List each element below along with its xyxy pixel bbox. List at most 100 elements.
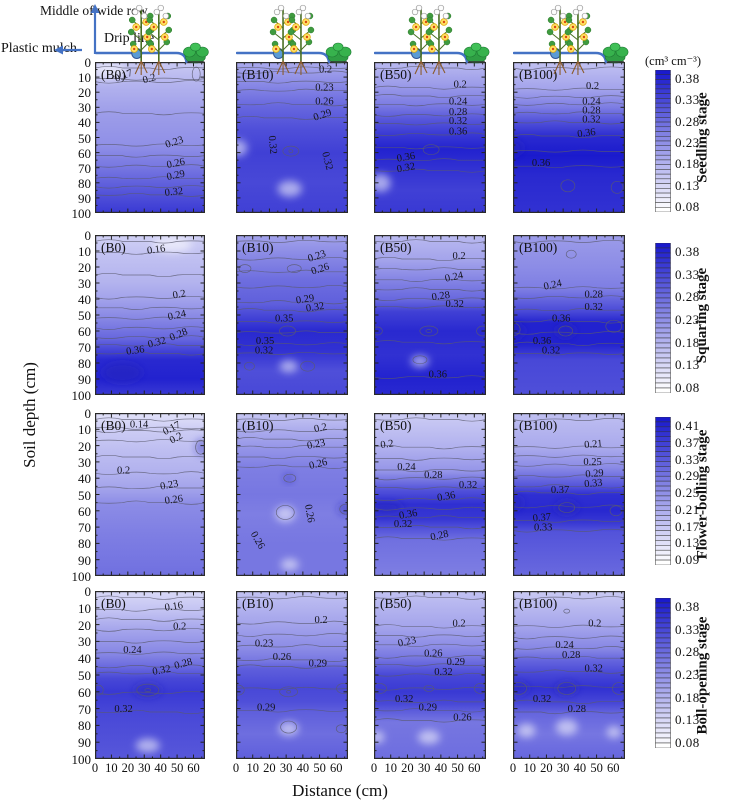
x-tick-label: 30 <box>279 761 293 775</box>
contour-label: 0.29 <box>166 169 186 184</box>
treatment-tag: (B10) <box>242 240 274 255</box>
treatment-tag: (B0) <box>101 240 126 255</box>
contour-label: 0.28 <box>431 290 451 303</box>
y-tick-label: 100 <box>71 206 92 221</box>
colorbar-tick-label: 0.28 <box>675 113 700 129</box>
y-tick-label: 30 <box>78 100 91 116</box>
contour-label: 0.26 <box>164 493 184 506</box>
contour-label: 0.24 <box>167 308 188 323</box>
colorbar-squaring <box>655 243 671 393</box>
colorbar-tick-label: 0.08 <box>675 380 700 395</box>
contour-label: 0.2 <box>454 80 467 91</box>
contour-label: 0.2 <box>319 65 332 76</box>
contour-label: 0.2 <box>586 81 599 92</box>
stage-label-seedling: Seedling stage <box>686 62 720 213</box>
contour-label: 0.35 <box>275 313 293 324</box>
y-tick-label: 100 <box>71 569 92 584</box>
y-tick-label: 0 <box>84 228 92 243</box>
colorbar-boll-opening <box>655 598 671 748</box>
colorbar-tick-label: 0.18 <box>675 689 700 705</box>
drip-emitter-icon <box>411 48 423 59</box>
x-tick-label: 40 <box>434 761 448 775</box>
x-tick-label: 10 <box>523 761 536 775</box>
contour-label: 0.32 <box>584 302 602 313</box>
colorbar-tick-label: 0.08 <box>675 735 700 750</box>
colorbar-tick-label: 0.08 <box>675 199 700 214</box>
y-tick-label: 10 <box>78 600 91 616</box>
contour-label: 0.32 <box>459 480 477 491</box>
contour-label: 0.28 <box>584 289 602 300</box>
x-tick-label: 30 <box>556 761 570 775</box>
contour-label: 0.32 <box>582 114 600 125</box>
contour-label: 0.26 <box>315 96 333 107</box>
x-tick-label: 60 <box>187 761 200 775</box>
colorbar-tick-label: 0.28 <box>675 644 700 660</box>
contour-plot-seedling-b0: 0.17 0.20.230.260.290.32(B0) <box>95 62 205 213</box>
x-tick-label: 0 <box>232 761 240 775</box>
contour-label: 0.28 <box>568 704 586 715</box>
colorbar-tick-label: 0.23 <box>675 135 700 150</box>
y-tick-label: 20 <box>78 438 91 454</box>
contour-label: 0.2 <box>453 618 466 629</box>
x-tick-label: 0 <box>370 761 378 775</box>
contour-plot-squaring-b50: 0.2 0.24 0.280.32 0.36 (B50) <box>374 235 486 395</box>
contour-label: 0.36 <box>449 126 467 137</box>
treatment-tag: (B100) <box>519 596 557 611</box>
contour-label: 0.32 <box>255 345 273 356</box>
y-tick-label: 20 <box>78 617 91 633</box>
contour-label: 0.26 <box>424 649 442 660</box>
colorbar-tick-label: 0.38 <box>675 71 700 86</box>
contour-label: 0.32 <box>164 186 183 199</box>
contour-label: 0.24 <box>449 96 468 107</box>
y-tick-label: 40 <box>78 651 91 667</box>
contour-label: 0.32 <box>584 664 602 675</box>
y-tick-label: 50 <box>78 130 91 146</box>
y-tick-label: 70 <box>78 160 91 176</box>
y-tick-label: 40 <box>78 471 91 487</box>
contour-plot-flower-bolling-b0: 0.14 0.170.20.20.230.26(B0) <box>95 413 205 576</box>
stage-label-text: Squaring stage <box>694 267 711 363</box>
y-tick-label: 80 <box>78 356 91 371</box>
contour-label: 0.2 <box>168 431 185 447</box>
colorbar-tick-label: 0.18 <box>675 334 700 350</box>
y-tick-label: 80 <box>78 536 91 552</box>
x-axis-title: Distance (cm) <box>292 781 388 800</box>
contour-label: 0.14 <box>130 420 149 431</box>
contour-plot-seedling-b50: 0.20.240.280.320.360.360.32(B50) <box>374 62 486 213</box>
treatment-tag: (B0) <box>101 596 126 611</box>
contour-label: 0.2 <box>313 422 328 435</box>
contour-label: 0.36 <box>577 127 597 140</box>
colorbar-tick-label: 0.18 <box>675 156 700 172</box>
contour-label: 0.32 <box>542 345 560 356</box>
contour-label: 0.32 <box>394 519 412 530</box>
contour-plot-squaring-b10: 0.230.260.290.320.350.350.32(B10) <box>236 235 348 395</box>
y-tick-label: 60 <box>78 145 91 161</box>
y-tick-label: 90 <box>78 735 91 751</box>
contour-label: 0.26 <box>310 261 331 277</box>
contour-label: 0.28 <box>424 470 442 481</box>
treatment-tag: (B100) <box>519 240 557 255</box>
y-axis-title: Soil depth (cm) <box>20 362 39 468</box>
contour-label: 0.32 <box>396 161 416 175</box>
colorbar-tick-label: 0.25 <box>675 485 700 500</box>
drip-emitter-icon <box>273 48 285 59</box>
y-tick-label: 60 <box>78 324 91 339</box>
contour-label: 0.29 <box>585 468 604 481</box>
treatment-tag: (B0) <box>101 418 126 433</box>
contour-label: 0.24 <box>543 278 564 293</box>
contour-label: 0.23 <box>307 249 328 265</box>
colorbar-tick-label: 0.23 <box>675 312 700 327</box>
contour-label: 0.21 <box>584 438 603 451</box>
colorbar-tick-label: 0.13 <box>675 357 700 373</box>
y-tick-label: 90 <box>78 552 91 568</box>
contour-label: 0.32 <box>533 694 551 705</box>
contour-label: 0.28 <box>449 107 467 118</box>
x-tick-label: 20 <box>263 761 276 775</box>
contour-label: 0.32 <box>305 301 325 314</box>
contour-plot-flower-bolling-b100: 0.210.250.290.330.370.370.33(B100) <box>513 413 625 576</box>
x-tick-label: 30 <box>138 761 151 775</box>
contour-label: 0.29 <box>419 702 437 713</box>
x-tick-label: 0 <box>509 761 517 775</box>
y-tick-label: 80 <box>78 718 91 734</box>
